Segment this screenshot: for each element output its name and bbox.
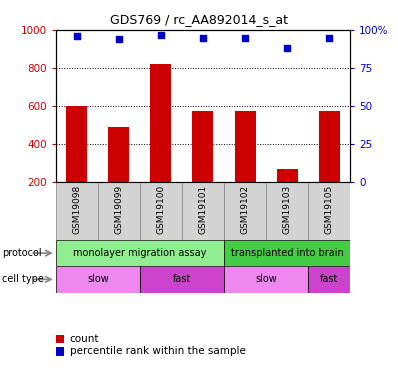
Bar [224,266,308,292]
Bar [108,127,129,182]
Text: fast: fast [320,274,338,284]
Point [74,33,80,39]
Text: GSM19099: GSM19099 [114,185,123,234]
Bar [140,266,224,292]
Bar [150,64,172,182]
Bar [193,111,213,182]
Point [200,34,206,40]
Text: GSM19103: GSM19103 [283,185,292,234]
Bar [56,240,224,266]
Bar [56,266,140,292]
Text: count: count [70,334,99,344]
Text: GSM19105: GSM19105 [325,185,334,234]
Bar [224,182,266,240]
Text: GSM19100: GSM19100 [156,185,166,234]
Point [116,36,122,42]
Bar [266,182,308,240]
Bar [140,182,182,240]
Text: cell type: cell type [2,274,44,284]
Bar [308,266,350,292]
Bar [308,182,350,240]
Text: fast: fast [173,274,191,284]
Text: slow: slow [87,274,109,284]
Text: slow: slow [255,274,277,284]
Bar [234,111,256,182]
Text: protocol: protocol [2,248,42,258]
Point [326,34,332,40]
Text: transplanted into brain: transplanted into brain [231,248,343,258]
Bar [56,182,98,240]
Text: GSM19098: GSM19098 [72,185,81,234]
Point [284,45,290,51]
Bar [224,240,350,266]
Bar [277,169,298,182]
Text: GSM19101: GSM19101 [199,185,207,234]
Text: monolayer migration assay: monolayer migration assay [73,248,207,258]
Bar [98,182,140,240]
Point [158,32,164,38]
Bar [66,106,87,182]
Bar [319,111,340,182]
Text: GSM19102: GSM19102 [240,185,250,234]
Text: percentile rank within the sample: percentile rank within the sample [70,346,246,356]
Point [242,34,248,40]
Bar [182,182,224,240]
Text: GDS769 / rc_AA892014_s_at: GDS769 / rc_AA892014_s_at [110,13,288,26]
